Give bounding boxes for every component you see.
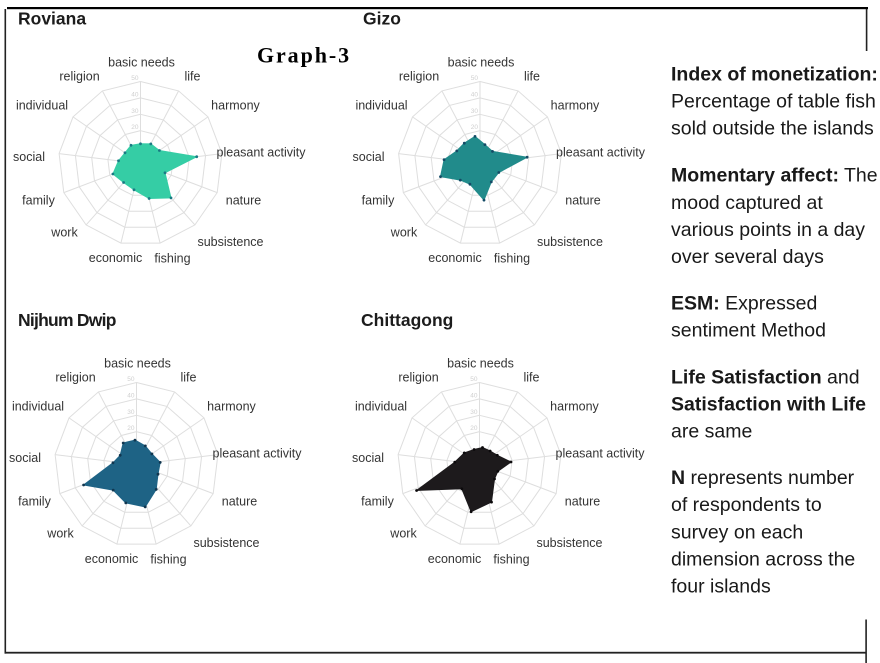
svg-text:individual: individual — [355, 99, 407, 113]
svg-text:individual: individual — [16, 99, 68, 113]
svg-text:Index of monetization:: Index of monetization: — [671, 63, 878, 85]
svg-text:nature: nature — [222, 495, 257, 509]
svg-text:subsistence: subsistence — [537, 235, 603, 249]
svg-text:social: social — [13, 150, 45, 164]
svg-text:life: life — [185, 70, 201, 84]
svg-text:50: 50 — [471, 75, 479, 82]
svg-text:Satisfaction with Life: Satisfaction with Life — [671, 394, 866, 416]
svg-text:nature: nature — [226, 194, 261, 208]
svg-text:30: 30 — [470, 409, 478, 416]
svg-text:social: social — [9, 451, 41, 465]
svg-text:pleasant activity: pleasant activity — [217, 146, 307, 160]
svg-text:of respondents to: of respondents to — [671, 494, 822, 516]
svg-text:fishing: fishing — [150, 553, 186, 567]
svg-text:basic needs: basic needs — [447, 357, 514, 371]
svg-text:30: 30 — [127, 409, 135, 416]
svg-text:50: 50 — [131, 75, 139, 82]
svg-text:individual: individual — [355, 400, 407, 414]
svg-text:individual: individual — [12, 400, 64, 414]
svg-text:work: work — [50, 226, 78, 240]
svg-text:family: family — [22, 194, 55, 208]
svg-text:various points in a day: various points in a day — [671, 219, 865, 241]
svg-text:religion: religion — [59, 70, 99, 84]
svg-text:work: work — [389, 527, 417, 541]
svg-text:life: life — [524, 371, 540, 385]
svg-text:N represents number: N represents number — [671, 467, 855, 489]
svg-text:sentiment Method: sentiment Method — [671, 320, 826, 342]
svg-text:nature: nature — [565, 495, 600, 509]
svg-text:over several days: over several days — [671, 246, 824, 268]
svg-text:religion: religion — [399, 70, 439, 84]
svg-text:30: 30 — [471, 108, 479, 115]
svg-text:economic: economic — [428, 552, 482, 566]
svg-text:religion: religion — [55, 371, 95, 385]
svg-text:pleasant activity: pleasant activity — [556, 447, 646, 461]
svg-text:pleasant activity: pleasant activity — [556, 146, 646, 160]
svg-text:basic needs: basic needs — [108, 56, 175, 70]
svg-text:economic: economic — [85, 552, 139, 566]
svg-text:Gizo: Gizo — [363, 9, 401, 29]
svg-text:30: 30 — [131, 108, 139, 115]
svg-text:social: social — [352, 451, 384, 465]
svg-text:20: 20 — [127, 425, 135, 432]
svg-text:Momentary affect: The: Momentary affect: The — [671, 165, 878, 187]
svg-text:40: 40 — [470, 392, 478, 399]
svg-text:nature: nature — [565, 194, 600, 208]
svg-text:social: social — [353, 150, 385, 164]
svg-text:basic needs: basic needs — [104, 357, 171, 371]
svg-text:20: 20 — [131, 124, 139, 131]
svg-text:work: work — [390, 226, 418, 240]
svg-text:harmony: harmony — [207, 400, 256, 414]
svg-text:ESM: Expressed: ESM: Expressed — [671, 292, 817, 314]
svg-text:family: family — [362, 194, 395, 208]
svg-text:fishing: fishing — [494, 252, 530, 266]
svg-text:20: 20 — [470, 425, 478, 432]
svg-text:50: 50 — [127, 376, 135, 383]
svg-text:dimension across the: dimension across the — [671, 549, 855, 571]
svg-text:subsistence: subsistence — [193, 536, 259, 550]
svg-text:basic needs: basic needs — [448, 56, 515, 70]
svg-text:harmony: harmony — [211, 99, 260, 113]
svg-text:life: life — [181, 371, 197, 385]
svg-text:Roviana: Roviana — [18, 9, 86, 29]
svg-text:40: 40 — [127, 392, 135, 399]
svg-text:harmony: harmony — [551, 99, 600, 113]
svg-text:40: 40 — [131, 91, 139, 98]
svg-text:40: 40 — [471, 91, 479, 98]
svg-text:pleasant activity: pleasant activity — [213, 447, 303, 461]
svg-text:50: 50 — [470, 376, 478, 383]
svg-text:Nijhum Dwip: Nijhum Dwip — [18, 310, 116, 330]
svg-text:20: 20 — [471, 124, 479, 131]
svg-text:economic: economic — [89, 251, 143, 265]
svg-text:are same: are same — [671, 421, 752, 443]
svg-text:religion: religion — [398, 371, 438, 385]
svg-text:harmony: harmony — [550, 400, 599, 414]
svg-text:family: family — [18, 495, 51, 509]
svg-text:subsistence: subsistence — [197, 235, 263, 249]
svg-text:subsistence: subsistence — [536, 536, 602, 550]
svg-text:Life Satisfaction and: Life Satisfaction and — [671, 366, 860, 388]
svg-text:survey on each: survey on each — [671, 521, 803, 543]
svg-text:mood captured at: mood captured at — [671, 192, 823, 214]
svg-text:work: work — [46, 527, 74, 541]
svg-text:economic: economic — [428, 251, 482, 265]
svg-text:Chittagong: Chittagong — [361, 310, 453, 330]
svg-text:life: life — [524, 70, 540, 84]
svg-text:fishing: fishing — [154, 252, 190, 266]
svg-text:four islands: four islands — [671, 576, 771, 598]
svg-text:fishing: fishing — [493, 553, 529, 567]
svg-text:family: family — [361, 495, 394, 509]
svg-text:Graph-3: Graph-3 — [257, 43, 351, 68]
svg-text:Percentage of table fish: Percentage of table fish — [671, 91, 876, 113]
svg-text:sold outside the islands: sold outside the islands — [671, 118, 874, 140]
